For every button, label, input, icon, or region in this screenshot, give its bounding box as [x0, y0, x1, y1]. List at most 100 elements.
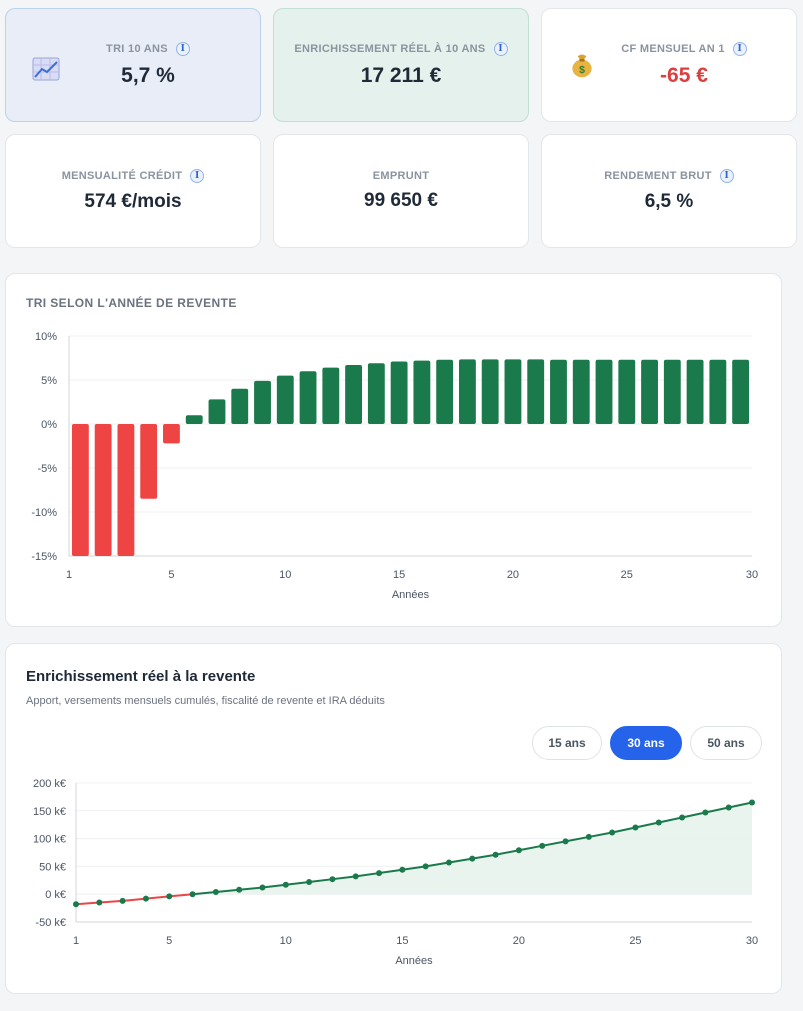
info-icon[interactable]: i [175, 42, 190, 56]
kpi-label-cf: CF MENSUEL AN 1i [621, 42, 747, 56]
kpi-label-rendement: RENDEMENT BRUT i [604, 169, 734, 183]
series-line-segment [169, 893, 193, 898]
bar-year-22 [550, 359, 567, 424]
point-year-23 [585, 833, 592, 840]
point-year-28 [702, 809, 709, 816]
bar-year-15 [390, 361, 408, 424]
enrich-chart-card: Enrichissement réel à la revente Apport,… [5, 643, 782, 994]
series-line-segment [448, 857, 473, 864]
kpi-value-cf: -65 € [660, 64, 708, 87]
x-tick-label: 1 [66, 569, 72, 581]
bar-year-30 [732, 359, 750, 424]
series-line-segment [215, 888, 240, 893]
series-line-segment [518, 844, 543, 852]
kpi-card-tri: TRI 10 ANS i 5,7 % [5, 8, 261, 122]
enrich-area-chart: 200 k€150 k€100 k€50 k€0 k€-50 k€1 5 10 15 2… [33, 778, 758, 967]
series-line-segment [402, 865, 426, 871]
x-tick-label: 25 [629, 935, 641, 947]
bar-year-12 [322, 367, 340, 424]
point-year-24 [609, 829, 616, 836]
series-line-segment [425, 861, 450, 868]
x-tick-label: 30 [746, 935, 758, 947]
bar-year-2 [94, 424, 112, 556]
bar-year-8 [231, 388, 249, 424]
point-year-3 [119, 897, 126, 904]
kpi-label-enrichissement: ENRICHISSEMENT RÉEL À 10 ANS i [294, 42, 508, 56]
series-line-segment [378, 868, 403, 875]
series-line-segment [262, 883, 286, 889]
y-tick-label: 100 k€ [33, 834, 66, 846]
point-year-14 [376, 870, 383, 877]
y-tick-label: 10% [35, 331, 57, 343]
x-tick-label: 10 [280, 935, 292, 947]
x-axis-label: Années [395, 955, 433, 967]
series-line-segment [145, 895, 170, 900]
x-tick-label: 15 [396, 935, 408, 947]
bar-year-16 [413, 360, 431, 424]
toggle-30-ans[interactable]: 30 ans [610, 726, 682, 760]
series-line-segment [728, 801, 753, 809]
chart-icon [32, 57, 60, 81]
enrich-chart-subtitle: Apport, versements mensuels cumulés, fis… [26, 695, 385, 707]
bar-year-24 [595, 359, 613, 424]
series-line-segment [658, 816, 683, 824]
series-line-segment [285, 880, 310, 886]
bar-year-28 [686, 359, 704, 424]
series-line-segment [75, 901, 100, 906]
tri-chart-title: TRI SELON L'ANNÉE DE REVENTE [26, 296, 237, 310]
bar-year-11 [299, 371, 317, 424]
kpi-label-emprunt: EMPRUNT [372, 170, 430, 182]
point-year-15 [399, 866, 406, 873]
bar-year-4 [140, 424, 158, 499]
y-tick-label: 50 k€ [39, 861, 66, 873]
info-icon[interactable]: i [719, 169, 734, 183]
y-tick-label: -50 k€ [35, 917, 66, 929]
point-year-5 [166, 893, 173, 900]
point-year-21 [539, 842, 546, 849]
series-line-segment [332, 875, 356, 881]
point-year-22 [562, 838, 569, 845]
series-line-segment [355, 872, 380, 878]
x-tick-label: 20 [507, 569, 519, 581]
bar-year-25 [618, 359, 636, 424]
x-axis-label: Années [392, 589, 430, 601]
bar-year-13 [345, 365, 363, 424]
toggle-15-ans[interactable]: 15 ans [532, 726, 602, 760]
bar-year-27 [663, 359, 681, 424]
kpi-card-mensualite: MENSUALITÉ CRÉDIT i 574 €/mois [5, 134, 261, 248]
series-line-segment [495, 849, 520, 856]
info-icon[interactable]: i [732, 42, 747, 56]
series-line-segment [192, 890, 216, 896]
tri-chart-card: TRI SELON L'ANNÉE DE REVENTE 10% 5% 0% -5% -… [5, 273, 782, 627]
bar-year-10 [276, 375, 294, 424]
info-icon[interactable]: i [493, 42, 508, 56]
point-year-19 [492, 851, 499, 858]
bar-year-21 [527, 359, 545, 424]
kpi-card-enrichissement: ENRICHISSEMENT RÉEL À 10 ANS i 17 211 € [273, 8, 529, 122]
x-tick-label: 20 [513, 935, 525, 947]
point-year-1 [73, 901, 79, 908]
series-line-segment [239, 886, 263, 891]
kpi-card-rendement: RENDEMENT BRUT i 6,5 % [541, 134, 797, 248]
kpi-value-enrichissement: 17 211 € [360, 64, 442, 87]
point-year-8 [236, 886, 243, 893]
series-line-segment [122, 897, 147, 902]
series-line-segment [611, 826, 636, 834]
point-year-26 [655, 819, 662, 826]
toggle-50-ans[interactable]: 50 ans [690, 726, 762, 760]
series-line-segment [635, 821, 659, 829]
point-year-4 [142, 895, 149, 902]
series-line-segment [565, 835, 590, 843]
info-icon[interactable]: i [190, 169, 205, 183]
point-year-10 [282, 881, 289, 888]
point-year-30 [749, 799, 755, 806]
point-year-13 [352, 873, 359, 880]
money-bag-icon: $ [572, 54, 592, 78]
kpi-card-cf: $ CF MENSUEL AN 1i -65 € [541, 8, 797, 122]
point-year-2 [96, 899, 103, 906]
series-line-segment [308, 878, 333, 883]
point-year-16 [422, 863, 429, 870]
series-line-segment [472, 853, 496, 860]
area-fill [76, 802, 752, 895]
